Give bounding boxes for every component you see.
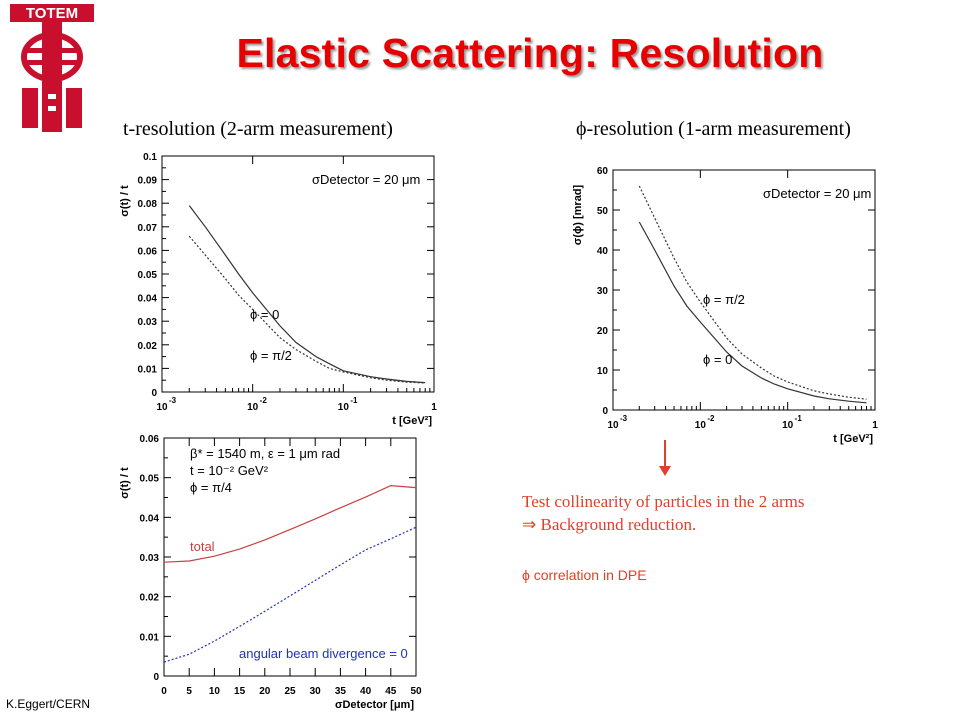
y-tick-label: 50 — [597, 206, 609, 217]
x-tick-label: 25 — [284, 686, 296, 697]
note-block: Test collinearity of particles in the 2 … — [522, 490, 922, 536]
series-label-divergence: angular beam divergence = 0 — [239, 646, 408, 661]
y-tick-label: 0.07 — [138, 223, 158, 234]
x-tick-label: 10 — [338, 402, 350, 413]
series-line-1 — [163, 526, 417, 663]
x-tick-label: 10 — [607, 420, 619, 431]
plot-frame — [161, 155, 435, 393]
y-tick-label: 0 — [602, 406, 608, 417]
series-line-0 — [188, 205, 426, 384]
y-tick-label: 40 — [597, 246, 609, 257]
annotation-text: ϕ = π/4 — [190, 480, 232, 495]
x-tick-label: 5 — [186, 686, 192, 697]
y-tick-label: 0.1 — [143, 152, 157, 163]
y-tick-label: 20 — [597, 326, 609, 337]
y-tick-label: 0.01 — [138, 364, 158, 375]
x-tick-label: 1 — [431, 402, 437, 413]
footer-author: K.Eggert/CERN — [6, 697, 91, 711]
totem-logo: TOTEM — [10, 4, 94, 132]
x-tick-label: 20 — [259, 686, 271, 697]
logo-text: TOTEM — [26, 5, 78, 22]
x-axis-label: t [GeV²] — [833, 433, 873, 445]
y-tick-label: 0.02 — [140, 593, 160, 604]
y-tick-label: 0.04 — [140, 513, 160, 524]
x-tick-label: 1 — [872, 420, 878, 431]
series-label: ϕ = π/2 — [250, 348, 292, 363]
x-tick-exponent: -1 — [795, 414, 803, 423]
y-axis-label: σ(t) / t — [119, 467, 131, 499]
y-tick-label: 0.05 — [140, 474, 160, 485]
x-axis-label: t [GeV²] — [392, 415, 432, 427]
x-tick-label: 40 — [360, 686, 372, 697]
y-tick-label: 0.03 — [140, 553, 160, 564]
note-background: ⇒ Background reduction. — [522, 515, 697, 534]
y-axis-label: σ(t) / t — [119, 185, 131, 217]
subtitle-t-resolution: t-resolution (2-arm measurement) — [123, 118, 393, 140]
y-tick-label: 0.06 — [138, 246, 158, 257]
annotation-sigma-detector: σDetector = 20 μm — [763, 186, 871, 201]
x-tick-label: 10 — [695, 420, 707, 431]
y-tick-label: 0.02 — [138, 341, 158, 352]
x-tick-exponent: -2 — [707, 414, 715, 423]
x-tick-label: 45 — [385, 686, 397, 697]
note-dpe: ϕ correlation in DPE — [522, 567, 647, 583]
x-tick-label: 10 — [156, 402, 168, 413]
y-tick-label: 0.01 — [140, 632, 160, 643]
x-tick-label: 35 — [335, 686, 347, 697]
y-axis-label: σ(ϕ) [mrad] — [572, 184, 584, 245]
x-tick-exponent: -3 — [169, 396, 177, 405]
series-line-0 — [638, 185, 867, 400]
subtitle-phi-resolution: ϕ-resolution (1-arm measurement) — [576, 118, 851, 141]
series-label: ϕ = π/2 — [703, 292, 745, 307]
x-tick-label: 10 — [247, 402, 259, 413]
x-tick-label: 10 — [782, 420, 794, 431]
y-tick-label: 10 — [597, 366, 609, 377]
chart-t-resolution: 0 0.01 0.02 0.03 0.04 0.05 0.06 0.07 0.08 0.09 0.1… — [119, 152, 437, 427]
logo-banner — [10, 4, 94, 22]
logo-ring — [21, 32, 83, 82]
phi-symbol: ϕ — [576, 118, 587, 140]
series-label: ϕ = 0 — [703, 352, 732, 367]
series-label: ϕ = 0 — [250, 307, 279, 322]
down-arrow-icon — [659, 440, 671, 476]
chart-sigma-detector: 0 0.01 0.02 0.03 0.04 0.05 0.06 0 5 10 15 20 25 30 35 4… — [119, 434, 422, 711]
y-tick-label: 0.08 — [138, 199, 158, 210]
annotation-text: β* = 1540 m, ε = 1 μm rad — [190, 446, 340, 461]
series-line-0 — [163, 484, 417, 563]
subtitle-phi-rest: -resolution (1-arm measurement) — [586, 118, 851, 140]
series-label-total: total — [190, 539, 215, 554]
x-tick-exponent: -3 — [620, 414, 628, 423]
y-tick-label: 30 — [597, 286, 609, 297]
y-tick-label: 0.09 — [138, 176, 158, 187]
y-tick-label: 0 — [151, 388, 157, 399]
y-tick-label: 0.03 — [138, 317, 158, 328]
note-collinearity: Test collinearity of particles in the 2 … — [522, 492, 805, 511]
x-tick-label: 50 — [410, 686, 422, 697]
x-tick-exponent: -1 — [350, 396, 358, 405]
x-tick-label: 15 — [234, 686, 246, 697]
x-tick-label: 0 — [161, 686, 167, 697]
x-tick-label: 30 — [310, 686, 322, 697]
series-line-1 — [188, 235, 426, 384]
page-title: Elastic Scattering: Resolution — [236, 30, 824, 76]
y-tick-label: 0.04 — [138, 294, 158, 305]
x-tick-label: 10 — [209, 686, 221, 697]
plot-frame — [612, 169, 876, 411]
x-axis-label: σDetector [μm] — [335, 699, 414, 711]
annotation-sigma-detector: σDetector = 20 μm — [312, 172, 420, 187]
series-line-1 — [638, 221, 867, 404]
annotation-text: t = 10⁻² GeV² — [190, 463, 269, 478]
x-tick-exponent: -2 — [260, 396, 268, 405]
y-tick-label: 0.06 — [140, 434, 160, 445]
y-tick-label: 0.05 — [138, 270, 158, 281]
y-tick-label: 0 — [153, 672, 159, 683]
y-tick-label: 60 — [597, 166, 609, 177]
